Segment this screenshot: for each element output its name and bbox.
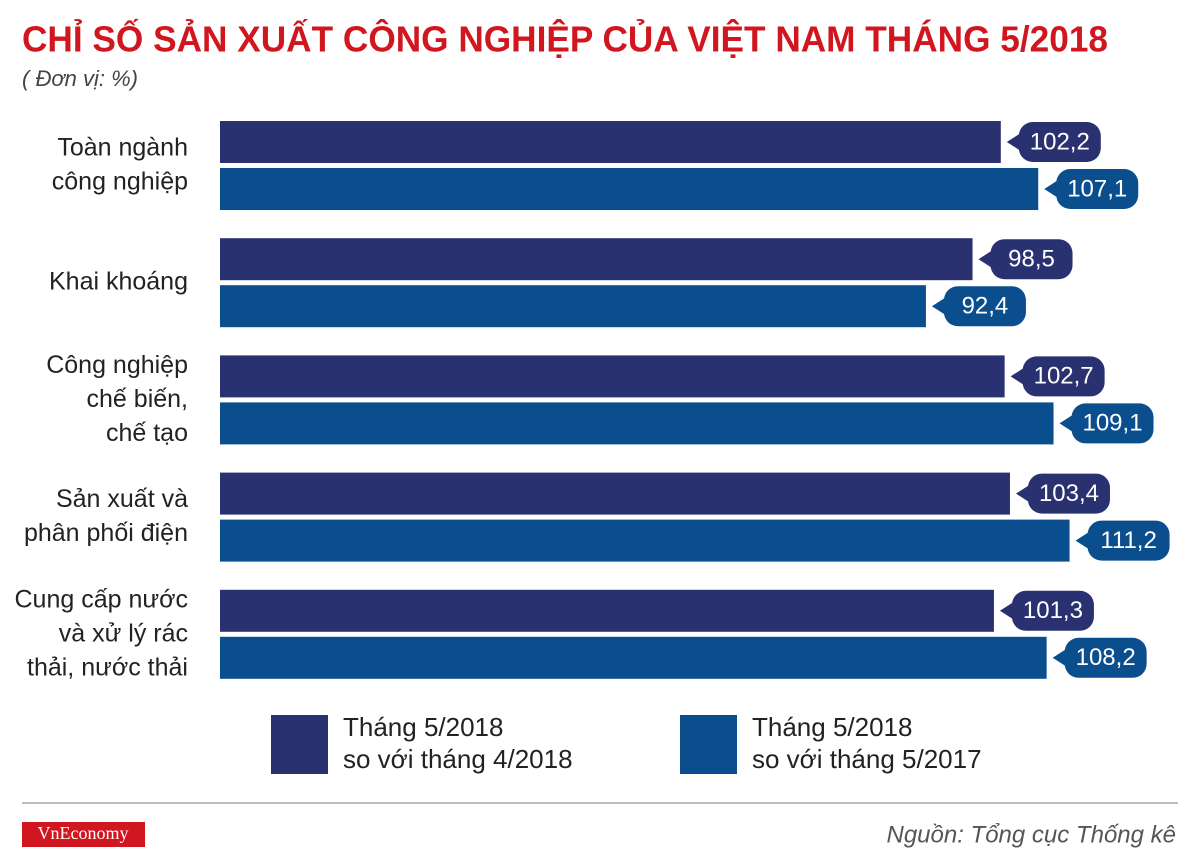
value-callout (931, 297, 946, 316)
bar (220, 636, 1047, 679)
value-callout (943, 286, 1026, 327)
value-label: 92,4 (962, 293, 1009, 320)
value-label: 111,2 (1100, 527, 1157, 554)
value-callout (1011, 590, 1094, 631)
value-label: 103,4 (1039, 480, 1099, 507)
category-label: Toàn ngành công nghiệp (52, 133, 188, 195)
logo: VnEconomy (38, 823, 129, 843)
value-callout (1027, 473, 1110, 514)
bar (220, 285, 926, 328)
value-callout (1006, 133, 1021, 151)
bar (220, 589, 994, 632)
value-callout (1018, 122, 1101, 162)
legend-label: Tháng 5/2018 so với tháng 4/2018 (343, 712, 573, 774)
bar (220, 519, 1070, 562)
bar (220, 168, 1039, 210)
bar (220, 472, 1010, 515)
logo-box (22, 822, 145, 847)
value-label: 108,2 (1076, 644, 1136, 671)
category-label: Khai khoáng (49, 267, 188, 295)
value-callout (1059, 414, 1074, 433)
value-callout (999, 601, 1014, 620)
value-callout (1022, 356, 1105, 397)
bar (220, 238, 973, 281)
chart-title: CHỈ SỐ SẢN XUẤT CÔNG NGHIỆP CỦA VIỆT NAM… (22, 18, 1108, 60)
legend-swatch (680, 715, 737, 774)
bar (220, 121, 1001, 163)
value-callout (1010, 367, 1025, 386)
value-callout (1075, 531, 1090, 550)
value-label: 102,2 (1030, 128, 1090, 155)
value-callout (1052, 648, 1067, 667)
value-callout (990, 239, 1073, 280)
value-label: 109,1 (1082, 410, 1142, 437)
value-callout (1056, 169, 1139, 209)
legend-label: Tháng 5/2018 so với tháng 5/2017 (752, 712, 982, 774)
chart-subtitle: ( Đơn vị: %) (22, 66, 138, 91)
bar (220, 402, 1054, 445)
value-callout (1044, 180, 1059, 198)
category-label: Cung cấp nước và xử lý rác thải, nước thải (15, 585, 189, 681)
category-label: Sản xuất và phân phối điện (24, 485, 188, 547)
value-label: 101,3 (1023, 597, 1083, 624)
value-callout (1087, 520, 1170, 561)
value-callout (1015, 484, 1030, 503)
bar (220, 355, 1005, 398)
value-label: 102,7 (1034, 363, 1094, 390)
value-callout (1064, 637, 1147, 678)
source: Nguồn: Tổng cục Thống kê (886, 821, 1176, 848)
value-callout (1071, 403, 1154, 444)
value-label: 107,1 (1067, 175, 1127, 202)
category-label: Công nghiệp chế biến, chế tạo (46, 351, 188, 447)
legend-swatch (271, 715, 328, 774)
value-callout (978, 250, 993, 269)
value-label: 98,5 (1008, 246, 1055, 273)
